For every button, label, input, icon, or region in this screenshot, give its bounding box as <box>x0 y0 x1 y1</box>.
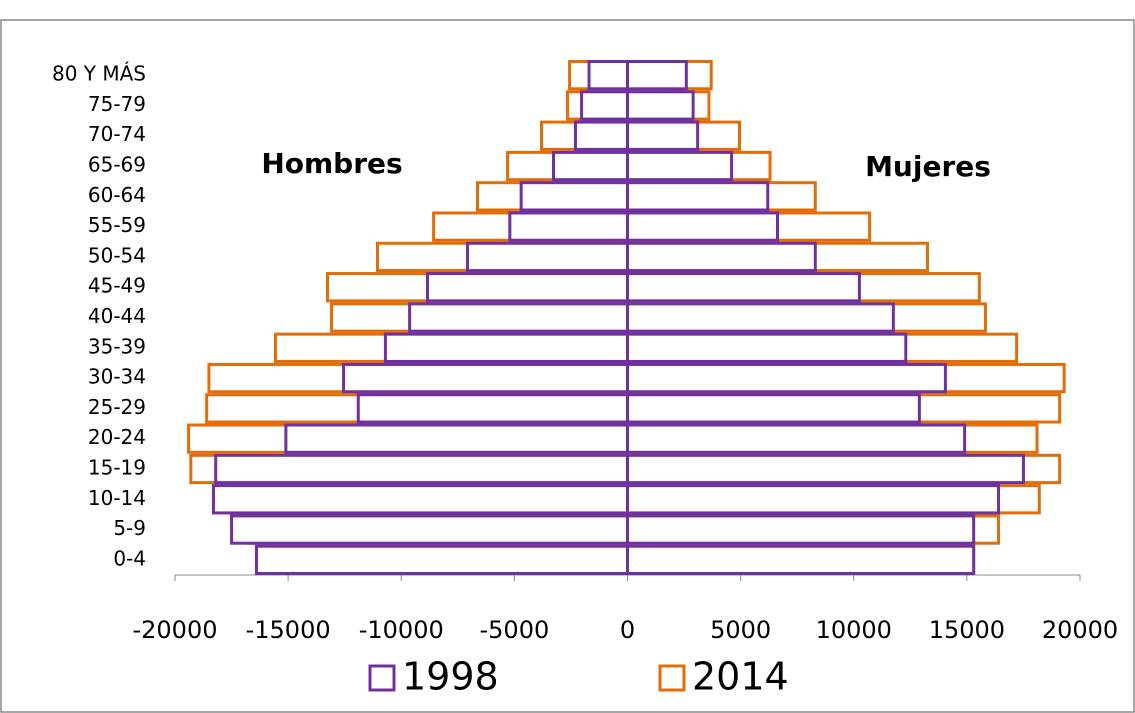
category-label: 45-49 <box>88 274 146 298</box>
bar <box>626 241 817 273</box>
x-tick-label: 10000 <box>816 616 892 644</box>
bar <box>580 90 629 121</box>
x-tick-label: 15000 <box>929 616 1005 644</box>
bar <box>230 514 629 545</box>
category-label: 40-44 <box>88 304 146 328</box>
legend-label: 2014 <box>692 655 789 699</box>
bar <box>626 332 908 363</box>
bar <box>626 393 921 424</box>
legend-swatch <box>658 664 686 692</box>
bar <box>626 181 770 212</box>
category-label: 65-69 <box>88 153 146 177</box>
bar <box>214 453 629 485</box>
category-label: 35-39 <box>88 334 146 358</box>
category-label: 75-79 <box>88 92 146 116</box>
x-tick-label: -15000 <box>246 616 331 644</box>
bar <box>626 362 947 394</box>
bar <box>508 211 630 242</box>
category-label: 60-64 <box>88 183 146 207</box>
bar <box>626 90 695 121</box>
bar <box>425 272 629 303</box>
x-tick-label: 5000 <box>710 616 771 644</box>
category-label: 15-19 <box>88 455 146 479</box>
annotation: Mujeres <box>865 150 991 183</box>
bar <box>626 150 734 182</box>
bar <box>342 362 629 394</box>
category-label: 25-29 <box>88 395 146 419</box>
bar <box>626 211 780 242</box>
category-label: 30-34 <box>88 365 146 389</box>
legend-swatch <box>368 664 396 692</box>
bar <box>408 302 629 333</box>
bar <box>626 484 1001 515</box>
bar <box>211 484 629 515</box>
category-label: 10-14 <box>88 486 146 510</box>
category-label: 70-74 <box>88 122 146 146</box>
category-label: 0-4 <box>113 546 146 570</box>
bar <box>284 423 629 454</box>
bar <box>626 120 700 151</box>
bar <box>626 544 976 575</box>
bar <box>519 181 629 212</box>
category-label: 55-59 <box>88 213 146 237</box>
x-tick-label: 0 <box>620 616 635 644</box>
bar <box>254 544 629 575</box>
legend-label: 1998 <box>402 655 499 699</box>
bar <box>587 60 629 91</box>
bar <box>626 302 895 333</box>
bar <box>466 241 630 273</box>
bar <box>573 120 630 151</box>
x-tick-label: -5000 <box>480 616 550 644</box>
bar <box>626 272 861 303</box>
x-tick-label: -10000 <box>359 616 444 644</box>
bar <box>626 60 688 91</box>
frame <box>0 19 1135 713</box>
bar <box>626 423 967 454</box>
bar <box>356 393 629 424</box>
category-label: 80 Y MÁS <box>52 62 146 86</box>
x-tick-label: -20000 <box>132 616 217 644</box>
category-label: 50-54 <box>88 243 146 267</box>
category-label: 5-9 <box>113 516 146 540</box>
bar <box>383 332 629 363</box>
bar <box>626 453 1025 485</box>
bar <box>552 150 629 182</box>
x-tick-label: 20000 <box>1042 616 1118 644</box>
category-label: 20-24 <box>88 425 146 449</box>
bar <box>626 514 976 545</box>
annotation: Hombres <box>261 147 402 180</box>
